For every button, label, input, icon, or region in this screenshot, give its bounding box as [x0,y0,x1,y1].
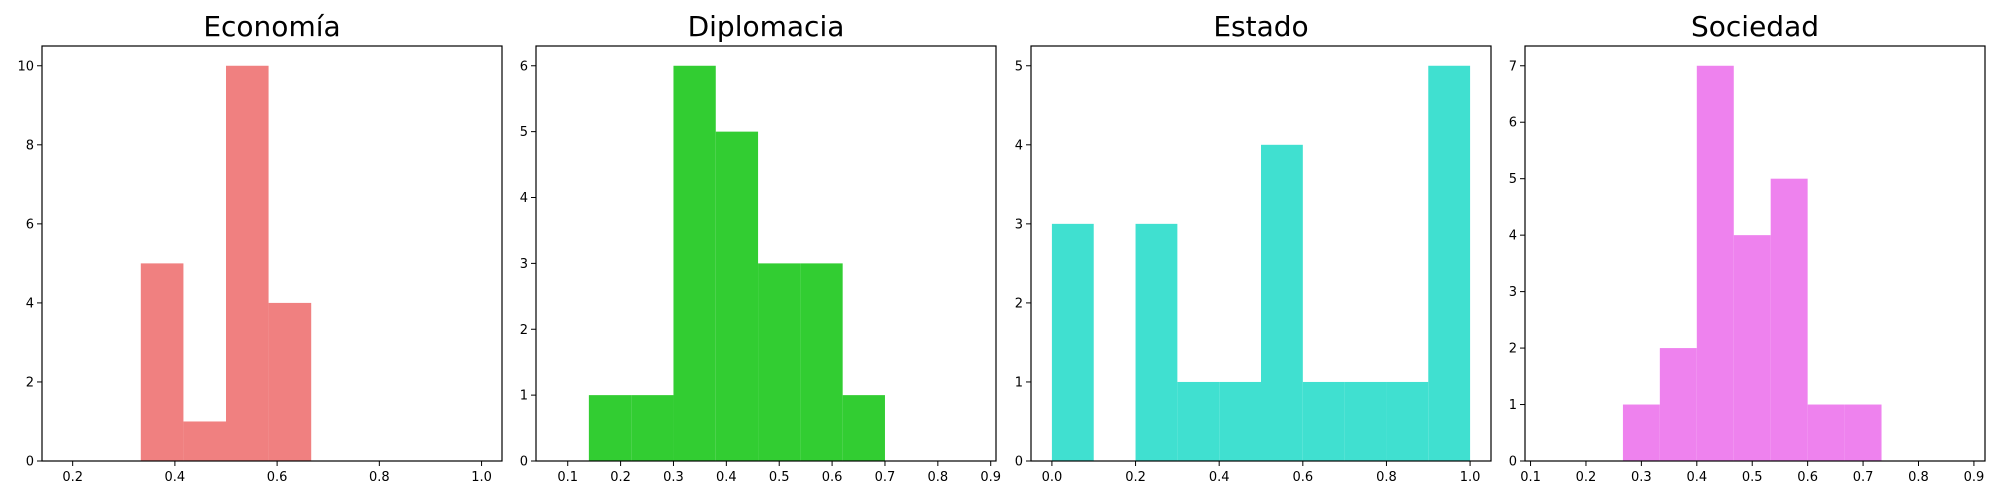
x-tick-label-diplomacia-8: 0.9 [980,470,1001,485]
x-tick-label-diplomacia-5: 0.6 [822,470,843,485]
histogram-bar-sociedad-2 [1696,65,1734,461]
y-tick-label-economia-1: 2 [26,375,34,390]
histogram-bar-estado-9 [1428,65,1471,461]
x-tick-label-economia-0: 0.2 [62,470,83,485]
x-tick-label-estado-5: 1.0 [1460,470,1481,485]
panel-title-economia: Economía [203,10,340,43]
histogram-bar-estado-6 [1302,381,1345,461]
panel-title-diplomacia: Diplomacia [688,10,845,43]
histogram-bar-sociedad-6 [1844,404,1882,461]
x-tick-label-diplomacia-3: 0.4 [716,470,737,485]
x-tick-label-estado-4: 0.8 [1376,470,1397,485]
y-tick-label-estado-4: 4 [1015,138,1023,153]
panel-title-estado: Estado [1213,10,1308,43]
y-tick-label-estado-5: 5 [1015,59,1023,74]
histogram-bar-estado-8 [1386,381,1429,461]
y-tick-label-economia-3: 6 [26,217,34,232]
histogram-bar-estado-0 [1051,223,1094,461]
histogram-bar-economia-2 [226,65,269,461]
x-tick-label-estado-3: 0.6 [1292,470,1313,485]
x-tick-label-economia-2: 0.6 [267,470,288,485]
x-tick-label-sociedad-5: 0.6 [1797,470,1818,485]
histogram-bar-estado-5 [1261,144,1303,462]
panel-title-sociedad: Sociedad [1691,10,1819,43]
histogram-bar-sociedad-1 [1659,348,1697,461]
histogram-bar-diplomacia-2 [673,65,716,461]
y-tick-label-sociedad-7: 7 [1509,59,1517,74]
histogram-bar-sociedad-4 [1770,178,1808,461]
histogram-bar-diplomacia-1 [631,395,674,461]
axes-frame-diplomacia [535,45,997,462]
x-tick-label-diplomacia-2: 0.3 [663,470,684,485]
y-tick-label-diplomacia-1: 1 [520,389,528,404]
x-tick-label-estado-0: 0.0 [1042,470,1063,485]
y-tick-label-estado-3: 3 [1015,217,1023,232]
y-tick-label-estado-2: 2 [1015,296,1023,311]
x-tick-label-sociedad-2: 0.3 [1631,470,1652,485]
x-tick-label-sociedad-7: 0.8 [1908,470,1929,485]
x-tick-label-sociedad-6: 0.7 [1853,470,1874,485]
histogram-bar-diplomacia-0 [588,395,632,461]
histogram-bar-estado-7 [1344,381,1387,461]
x-tick-label-diplomacia-0: 0.1 [557,470,578,485]
y-tick-label-estado-0: 0 [1015,455,1023,470]
y-tick-label-sociedad-1: 1 [1509,398,1517,413]
axes-frame-sociedad [1524,45,1986,462]
x-tick-label-sociedad-8: 0.9 [1964,470,1985,485]
histogram-bar-economia-1 [183,421,226,461]
histogram-bar-sociedad-5 [1807,404,1845,461]
y-tick-label-diplomacia-3: 3 [520,257,528,272]
x-tick-label-sociedad-3: 0.4 [1686,470,1707,485]
x-tick-label-diplomacia-6: 0.7 [875,470,896,485]
y-tick-label-estado-1: 1 [1015,375,1023,390]
histogram-bar-estado-4 [1219,381,1261,461]
histogram-bar-diplomacia-5 [800,263,843,461]
axes-frame-estado [1030,45,1492,462]
y-tick-label-diplomacia-4: 4 [520,191,528,206]
x-tick-label-estado-2: 0.4 [1209,470,1230,485]
histogram-bar-economia-3 [268,302,312,461]
x-tick-label-economia-3: 0.8 [369,470,390,485]
y-tick-label-economia-2: 4 [26,296,34,311]
y-tick-label-sociedad-2: 2 [1509,342,1517,357]
histogram-bar-economia-0 [140,263,184,461]
histogram-bar-diplomacia-3 [715,131,759,461]
histogram-bar-sociedad-0 [1622,404,1660,461]
x-tick-label-sociedad-4: 0.5 [1742,470,1763,485]
x-tick-label-sociedad-0: 0.1 [1520,470,1541,485]
x-tick-label-estado-1: 0.2 [1125,470,1146,485]
y-tick-label-diplomacia-0: 0 [520,455,528,470]
x-tick-label-sociedad-1: 0.2 [1576,470,1597,485]
x-tick-label-diplomacia-4: 0.5 [769,470,790,485]
histogram-bar-estado-2 [1135,223,1178,461]
axes-frame-economia [41,45,503,462]
y-tick-label-diplomacia-6: 6 [520,59,528,74]
y-tick-label-sociedad-4: 4 [1509,229,1517,244]
y-tick-label-sociedad-6: 6 [1509,116,1517,131]
y-tick-label-sociedad-3: 3 [1509,285,1517,300]
histogram-bar-diplomacia-4 [758,263,801,461]
y-tick-label-economia-5: 10 [17,59,34,74]
y-tick-label-sociedad-0: 0 [1509,455,1517,470]
y-tick-label-diplomacia-2: 2 [520,323,528,338]
x-tick-label-economia-4: 1.0 [471,470,492,485]
x-tick-label-diplomacia-1: 0.2 [610,470,631,485]
histogram-bar-diplomacia-6 [842,395,885,461]
y-tick-label-diplomacia-5: 5 [520,125,528,140]
histogram-bar-sociedad-3 [1733,235,1771,461]
x-tick-label-economia-1: 0.4 [165,470,186,485]
x-tick-label-diplomacia-7: 0.8 [927,470,948,485]
y-tick-label-sociedad-5: 5 [1509,172,1517,187]
histogram-bar-estado-3 [1177,381,1220,461]
y-tick-label-economia-4: 8 [26,138,34,153]
y-tick-label-economia-0: 0 [26,455,34,470]
